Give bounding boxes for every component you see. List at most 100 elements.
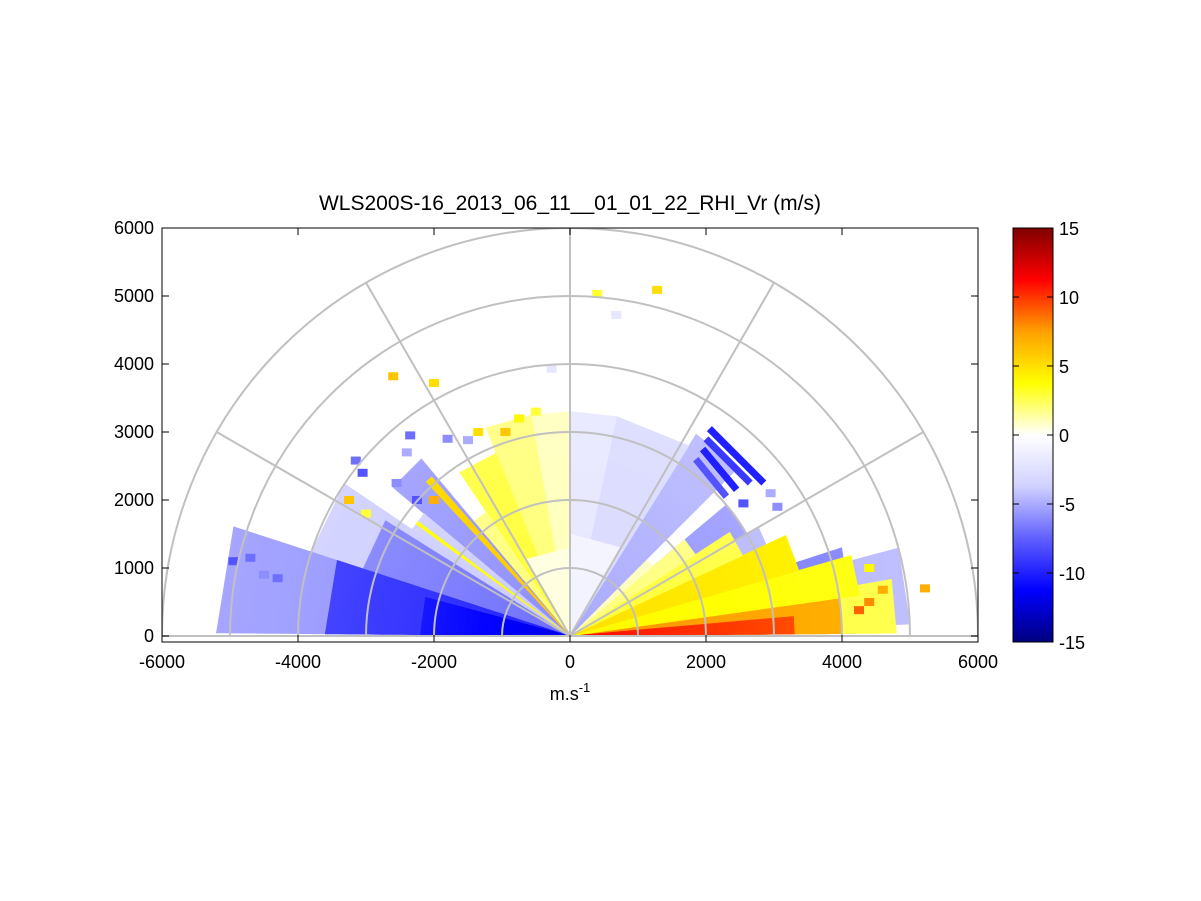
velocity-sector bbox=[573, 616, 795, 637]
range-gate-cell bbox=[415, 520, 421, 527]
range-gate-cell bbox=[682, 539, 696, 557]
y-tick-label: 4000 bbox=[114, 354, 154, 374]
velocity-bin bbox=[388, 372, 399, 381]
velocity-bin bbox=[919, 584, 930, 593]
x-axis: -6000 -4000 -2000 0 2000 4000 6000 bbox=[139, 228, 998, 672]
colorbar: 15 10 5 0 -5 -10 -15 bbox=[1012, 219, 1085, 653]
range-gate-cell bbox=[614, 631, 623, 636]
velocity-data-layer bbox=[216, 285, 930, 637]
velocity-sector bbox=[573, 555, 860, 636]
velocity-bin bbox=[611, 311, 622, 320]
velocity-bin bbox=[361, 509, 371, 518]
velocity-bin bbox=[531, 407, 541, 416]
velocity-bin bbox=[429, 496, 439, 504]
colorbar-ticks: 15 10 5 0 -5 -10 -15 bbox=[1013, 219, 1085, 653]
velocity-bin bbox=[864, 598, 875, 606]
velocity-bin bbox=[765, 489, 776, 498]
velocity-bin bbox=[442, 434, 453, 443]
azimuth-line bbox=[216, 431, 571, 637]
velocity-bin bbox=[592, 289, 603, 298]
velocity-bin bbox=[877, 585, 888, 594]
range-gate-cell bbox=[627, 629, 636, 636]
azimuth-line bbox=[365, 282, 571, 637]
y-tick-label: 5000 bbox=[114, 286, 154, 306]
velocity-streak bbox=[706, 426, 767, 486]
range-gate-cell bbox=[790, 616, 795, 635]
x-tick-label: 0 bbox=[565, 652, 575, 672]
range-gate-cell bbox=[749, 619, 759, 635]
velocity-bin bbox=[864, 564, 875, 572]
velocity-bin bbox=[245, 553, 256, 562]
velocity-bin bbox=[463, 436, 473, 445]
range-gate-cell bbox=[661, 626, 670, 636]
range-gate-cell bbox=[848, 555, 860, 597]
range-gate-cell bbox=[729, 621, 738, 635]
range-gate-cell bbox=[715, 622, 725, 636]
colorbar-tick-label: -15 bbox=[1059, 633, 1085, 653]
velocity-bin bbox=[259, 570, 269, 579]
range-gate-cell bbox=[688, 624, 697, 636]
range-gate-cell bbox=[682, 625, 691, 636]
x-tick-label: -6000 bbox=[139, 652, 185, 672]
velocity-bin bbox=[401, 448, 412, 457]
range-gate-cell bbox=[722, 621, 731, 636]
velocity-bin bbox=[652, 285, 663, 294]
colorbar-tick-label: 5 bbox=[1059, 357, 1069, 377]
y-tick-label: 0 bbox=[144, 626, 154, 646]
range-gate-cell bbox=[641, 628, 650, 636]
velocity-streak bbox=[703, 436, 753, 486]
colorbar-tick-label: 0 bbox=[1059, 426, 1069, 446]
range-gate-cell bbox=[621, 630, 629, 636]
range-gate-cell bbox=[655, 627, 663, 636]
y-axis: 0 1000 2000 3000 4000 5000 6000 bbox=[114, 218, 978, 646]
velocity-bin bbox=[514, 414, 524, 423]
y-tick-label: 3000 bbox=[114, 422, 154, 442]
velocity-bin bbox=[473, 428, 484, 436]
y-tick-label: 6000 bbox=[114, 218, 154, 238]
plot-area bbox=[161, 227, 979, 643]
x-tick-label: -2000 bbox=[411, 652, 457, 672]
y-tick-label: 1000 bbox=[114, 558, 154, 578]
range-gate-cell bbox=[695, 624, 704, 636]
velocity-bin bbox=[546, 364, 557, 373]
range-gate-cell bbox=[648, 628, 657, 636]
range-gate-cell bbox=[709, 622, 718, 636]
velocity-bin bbox=[391, 479, 402, 487]
x-tick-label: 6000 bbox=[958, 652, 998, 672]
azimuth-line bbox=[569, 282, 775, 637]
range-gate-cell bbox=[216, 526, 237, 634]
range-gate-cell bbox=[763, 618, 772, 635]
range-gate-cell bbox=[668, 626, 677, 636]
range-gate-cell bbox=[324, 560, 341, 635]
x-tick-label: -4000 bbox=[275, 652, 321, 672]
colorbar-tick-label: 10 bbox=[1059, 288, 1079, 308]
x-axis-label-exponent: -1 bbox=[579, 680, 591, 695]
range-gate-cell bbox=[736, 620, 745, 635]
colorbar-tick-label: 15 bbox=[1059, 219, 1079, 239]
velocity-bin bbox=[738, 499, 749, 508]
range-gate-cell bbox=[782, 534, 800, 572]
range-gate-cell bbox=[675, 625, 684, 636]
velocity-bin bbox=[500, 428, 511, 436]
velocity-bin bbox=[350, 456, 361, 465]
velocity-bin bbox=[772, 502, 783, 511]
range-gate-cell bbox=[420, 596, 429, 636]
velocity-sector bbox=[573, 534, 800, 636]
velocity-bin bbox=[228, 557, 239, 566]
velocity-sector bbox=[572, 539, 696, 635]
velocity-bin bbox=[344, 496, 354, 504]
velocity-bin bbox=[854, 606, 864, 615]
velocity-bin bbox=[405, 431, 416, 440]
range-gate-cell bbox=[425, 476, 434, 485]
range-gate-cell bbox=[888, 578, 897, 634]
x-axis-label-base: m.s bbox=[550, 684, 579, 704]
velocity-bin bbox=[357, 468, 368, 477]
x-tick-label: 4000 bbox=[822, 652, 862, 672]
y-tick-label: 2000 bbox=[114, 490, 154, 510]
velocity-bin bbox=[429, 379, 439, 388]
range-gate-cell bbox=[743, 619, 752, 635]
colorbar-tick-label: -10 bbox=[1059, 564, 1085, 584]
velocity-streak bbox=[699, 446, 740, 493]
azimuth-line bbox=[569, 431, 924, 637]
